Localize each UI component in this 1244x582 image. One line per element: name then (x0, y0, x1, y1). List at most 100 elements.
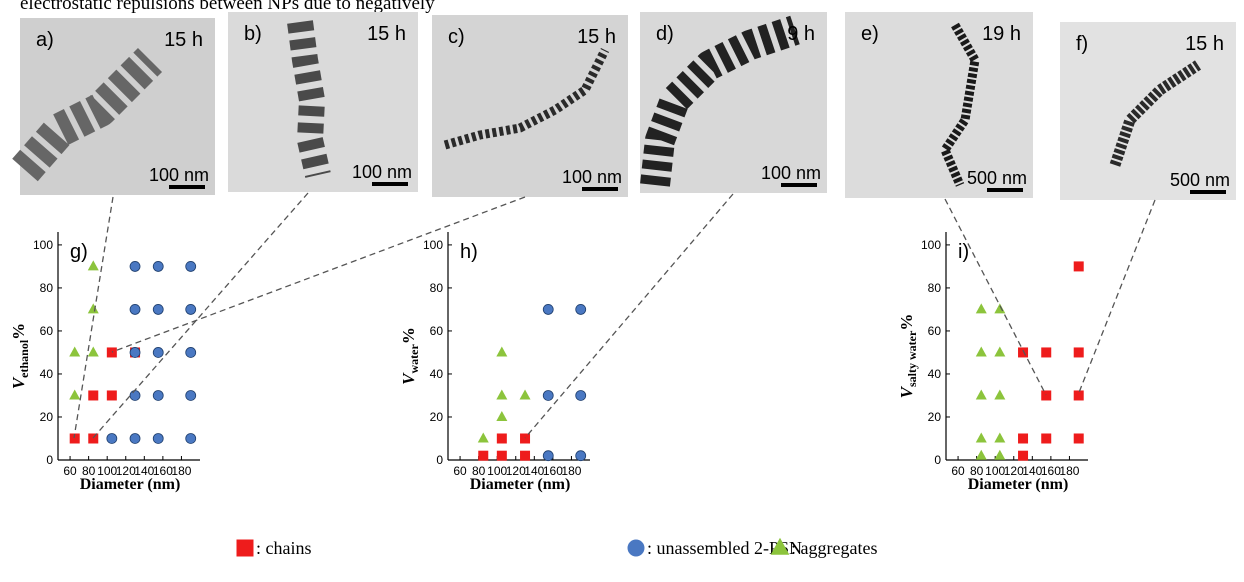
circle-marker (152, 261, 164, 272)
y-tick-label: 20 (430, 410, 444, 424)
circle-marker (575, 304, 587, 315)
nanoparticle-chain (12, 47, 163, 182)
triangle-marker (496, 389, 508, 400)
x-axis-title: Diameter (nm) (470, 476, 571, 493)
legend-label: : chains (256, 538, 312, 558)
circle-marker (185, 433, 197, 444)
y-tick-label: 80 (430, 281, 444, 295)
x-tick-label: 80 (82, 464, 96, 478)
y-title-unit: % (9, 323, 28, 340)
triangle-marker (477, 432, 489, 443)
y-title-symbol: V (399, 372, 418, 385)
y-tick-label: 100 (33, 238, 53, 252)
triangle-marker (87, 346, 99, 357)
y-axis-title: Vwater% (399, 327, 421, 385)
connector (111, 196, 526, 353)
y-tick-label: 0 (46, 453, 53, 467)
square-marker (496, 450, 507, 461)
connector (524, 193, 734, 439)
y-title-subscript: salty water (905, 330, 919, 387)
square-marker (1041, 433, 1052, 444)
scale-label: 100 nm (149, 165, 209, 185)
panel-label: c) (448, 26, 465, 48)
scale-label: 100 nm (352, 162, 412, 182)
x-tick-label: 140 (524, 464, 544, 478)
square-marker (106, 390, 117, 401)
triangle-marker (69, 346, 81, 357)
legend-marker (770, 537, 790, 555)
nanoparticle-chain (287, 20, 331, 178)
circle-marker (542, 390, 554, 401)
circle-marker (185, 261, 197, 272)
triangle-marker (975, 449, 987, 460)
triangle-marker (496, 346, 508, 357)
micrograph-panel: b) 15 h 100 nm (228, 12, 418, 192)
x-tick-label: 60 (63, 464, 77, 478)
circle-marker (129, 390, 141, 401)
y-tick-label: 40 (40, 367, 54, 381)
x-tick-label: 160 (1041, 464, 1061, 478)
legend-label: : unassembled 2-PSN (647, 538, 802, 558)
micrograph-panel: d) 9 h 100 nm (640, 12, 827, 193)
triangle-marker (975, 432, 987, 443)
x-tick-label: 140 (1022, 464, 1042, 478)
square-marker (69, 433, 80, 444)
square-marker (1073, 261, 1084, 272)
circle-marker (185, 347, 197, 358)
legend-label: : aggregates (791, 538, 877, 558)
circle-marker (152, 304, 164, 315)
panel-time: 15 h (367, 23, 406, 45)
square-marker (520, 450, 531, 461)
triangle-marker (87, 303, 99, 314)
nanoparticle-chain (1109, 60, 1202, 167)
circle-marker (152, 433, 164, 444)
x-tick-label: 180 (1059, 464, 1079, 478)
circle-marker (129, 433, 141, 444)
x-axis-title: Diameter (nm) (80, 476, 181, 493)
legend-marker (236, 539, 254, 557)
square-marker (478, 450, 489, 461)
legend-marker (627, 539, 645, 557)
y-tick-label: 80 (40, 281, 54, 295)
square-marker (88, 390, 99, 401)
triangle-marker (994, 389, 1006, 400)
y-tick-label: 20 (928, 410, 942, 424)
square-marker (1073, 390, 1084, 401)
nanoparticle-chain (443, 47, 610, 150)
nanoparticle-chain (940, 22, 980, 187)
y-axis-title: Vsalty water% (897, 314, 919, 399)
chart-label: i) (958, 241, 969, 263)
scale-label: 100 nm (562, 167, 622, 187)
triangle-marker (994, 432, 1006, 443)
scale-label: 500 nm (1170, 170, 1230, 190)
x-tick-label: 120 (116, 464, 136, 478)
x-tick-label: 120 (506, 464, 526, 478)
connector (1077, 199, 1156, 396)
circle-marker (575, 450, 587, 462)
x-tick-label: 100 (97, 464, 117, 478)
triangle-marker (994, 346, 1006, 357)
x-tick-label: 160 (543, 464, 563, 478)
circle-marker (185, 390, 197, 401)
x-tick-label: 100 (487, 464, 507, 478)
panel-label: a) (36, 29, 54, 51)
y-tick-label: 80 (928, 281, 942, 295)
square-marker (1041, 390, 1052, 401)
y-title-symbol: V (9, 376, 28, 389)
y-axis-title: Vethanol% (9, 323, 31, 389)
micrograph (432, 15, 628, 197)
circle-marker (152, 390, 164, 401)
circle-marker (542, 304, 554, 315)
x-tick-label: 180 (561, 464, 581, 478)
y-tick-label: 20 (40, 410, 54, 424)
panel-label: f) (1076, 33, 1088, 55)
circle-marker (152, 347, 164, 358)
y-title-unit: % (897, 314, 916, 331)
y-title-unit: % (399, 327, 418, 344)
panel-time: 15 h (164, 29, 203, 51)
y-tick-label: 40 (928, 367, 942, 381)
triangle-marker (519, 389, 531, 400)
micrograph (1060, 22, 1236, 200)
